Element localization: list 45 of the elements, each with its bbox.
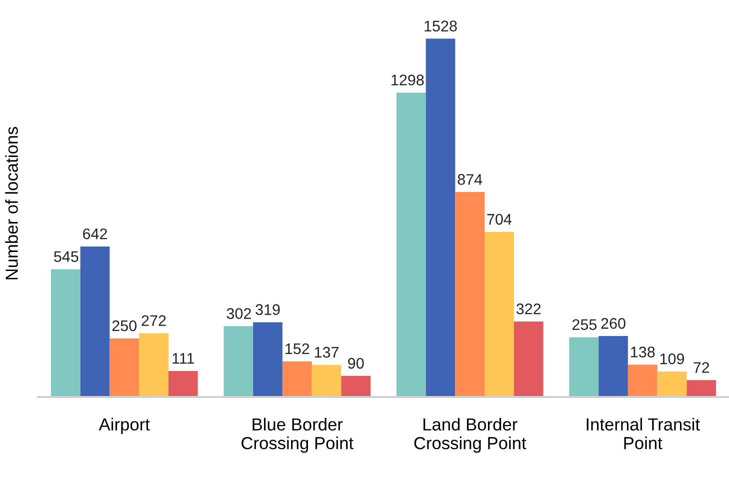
x-tick-label: Blue Border Crossing Point [242,418,354,453]
x-tick-label: Airport [98,418,150,434]
bar [341,376,371,397]
data-label: 250 [112,320,137,332]
bar [426,38,456,397]
data-label: 302 [226,308,251,319]
data-label: 109 [660,353,684,364]
data-label: 319 [256,304,280,316]
data-label: 1298 [392,74,424,86]
bar [80,246,110,397]
data-label: 137 [314,346,338,358]
bar [514,321,544,397]
bar [598,336,628,397]
data-label: 255 [572,319,597,330]
data-label: 138 [631,346,655,358]
bar [455,192,485,397]
bar [168,370,198,397]
bar [253,322,282,397]
bar [396,92,426,397]
bar [139,333,168,397]
bar [686,380,716,397]
bar [312,364,342,397]
data-label: 642 [83,228,107,240]
data-label: 111 [172,353,194,364]
y-axis-title: Number of locations [5,126,18,280]
data-label: 90 [348,358,364,369]
bar [628,364,658,397]
data-label: 272 [142,315,166,326]
bar [484,232,514,397]
data-label: 260 [601,318,626,329]
data-label: 704 [487,214,512,225]
x-tick-label: Land Border Crossing Point [414,418,526,453]
data-label: 874 [458,174,482,185]
bar [657,371,687,397]
data-label: 545 [54,251,78,262]
data-label: 152 [286,343,310,354]
bar [110,338,140,397]
data-label: 1528 [424,20,457,32]
bar [569,337,599,397]
bar [282,361,312,397]
data-label: 72 [694,362,710,373]
x-tick-label: Internal Transit Point [586,418,700,450]
data-label: 322 [516,303,541,314]
bar [50,269,80,397]
bar [224,326,254,397]
